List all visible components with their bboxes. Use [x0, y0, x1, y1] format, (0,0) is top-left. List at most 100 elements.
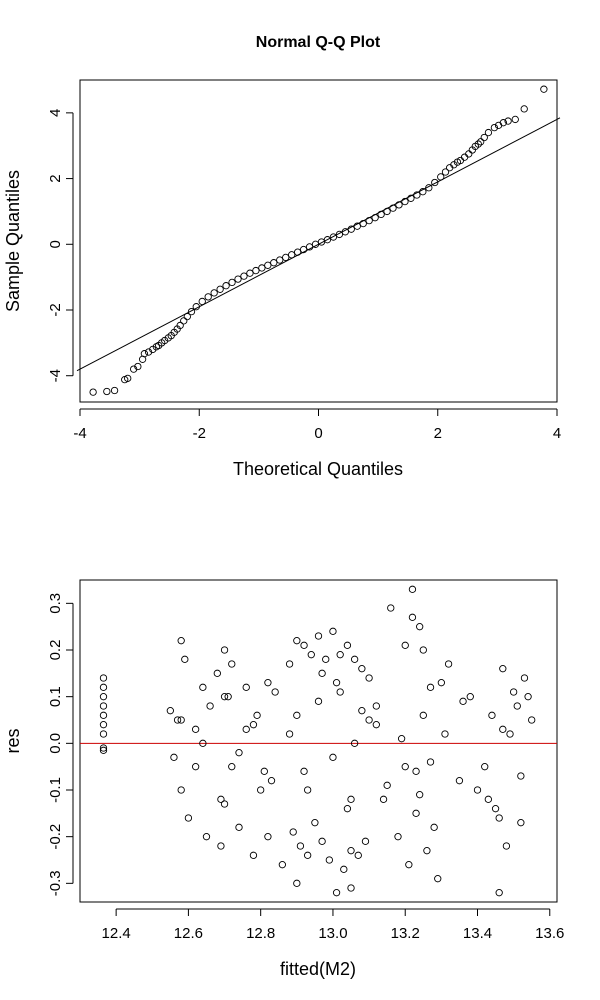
data-point — [431, 178, 439, 187]
data-point — [249, 851, 258, 859]
data-point — [401, 763, 409, 771]
data-point — [217, 795, 225, 803]
plot-frame — [79, 79, 558, 403]
data-point — [350, 739, 359, 747]
data-point — [509, 688, 518, 696]
data-point — [540, 85, 548, 93]
y-tick-label: 0.3 — [47, 593, 64, 614]
data-point — [491, 805, 500, 813]
data-point — [481, 763, 489, 771]
data-point — [329, 753, 337, 761]
data-point — [343, 805, 352, 813]
data-point — [499, 665, 507, 673]
data-point — [397, 735, 406, 743]
data-point — [235, 749, 243, 757]
data-point — [474, 140, 482, 148]
data-point — [354, 851, 362, 859]
data-point — [166, 707, 174, 715]
data-point — [504, 117, 512, 125]
x-tick-label: 13.0 — [318, 925, 347, 942]
data-point — [213, 669, 221, 677]
data-point — [419, 188, 427, 196]
data-point — [264, 833, 272, 841]
data-point — [296, 842, 305, 850]
data-point — [419, 646, 427, 654]
data-point — [506, 730, 514, 738]
data-point — [466, 693, 474, 701]
x-tick-label: 13.2 — [391, 925, 420, 942]
data-point — [347, 847, 355, 855]
data-point — [377, 210, 385, 219]
data-point — [488, 711, 496, 719]
data-point — [249, 721, 258, 729]
x-tick-label: 12.4 — [102, 925, 131, 942]
data-point — [258, 264, 266, 272]
data-point — [426, 683, 435, 691]
data-point — [383, 207, 391, 216]
y-tick-label: 0.0 — [47, 733, 64, 754]
data-point — [347, 884, 355, 892]
data-point — [240, 272, 248, 280]
y-tick-label: -4 — [47, 369, 64, 382]
data-point — [278, 861, 287, 869]
x-tick-label: 12.6 — [174, 925, 203, 942]
data-point — [300, 641, 308, 649]
data-point — [372, 721, 380, 729]
data-point — [293, 711, 301, 719]
data-point — [495, 814, 503, 822]
data-point — [412, 767, 420, 775]
data-point — [325, 856, 333, 864]
data-point — [517, 819, 525, 827]
data-point — [311, 819, 319, 827]
data-point — [394, 833, 402, 841]
x-tick-label: -2 — [193, 425, 206, 442]
data-point — [305, 243, 314, 251]
data-point — [437, 173, 445, 181]
x-tick-label: 2 — [434, 425, 442, 442]
data-point — [202, 833, 211, 841]
y-tick-label: 0.1 — [47, 686, 64, 707]
y-tick-label: 2 — [47, 174, 64, 182]
data-point — [336, 651, 344, 659]
data-point — [336, 688, 344, 696]
data-point — [270, 259, 278, 267]
x-tick-label: 12.8 — [246, 925, 275, 942]
data-point — [285, 730, 294, 738]
data-point — [177, 716, 185, 724]
data-point — [528, 716, 536, 724]
data-point — [437, 679, 446, 687]
data-point — [372, 702, 380, 710]
data-point — [224, 693, 232, 701]
data-point — [412, 809, 420, 817]
data-point — [395, 201, 403, 209]
data-point — [371, 214, 379, 222]
data-point — [314, 632, 323, 640]
data-point — [264, 261, 272, 269]
data-point — [430, 823, 438, 831]
x-axis: 12.4 12.6 12.8 13.0 13.2 13.4 13.6 — [102, 908, 564, 942]
data-point — [293, 248, 302, 256]
y-axis: -4 -2 0 2 4 — [47, 109, 74, 382]
y-tick-label: -0.2 — [47, 824, 64, 850]
data-point — [210, 289, 218, 297]
data-point — [332, 679, 341, 687]
data-point — [401, 197, 409, 206]
data-point — [524, 693, 532, 701]
data-point — [484, 795, 492, 803]
data-point — [407, 194, 415, 202]
data-point — [379, 795, 388, 803]
data-point — [484, 128, 493, 137]
data-point — [347, 795, 355, 803]
data-point — [206, 702, 214, 710]
data-point — [408, 613, 417, 621]
data-point — [180, 317, 188, 325]
y-tick-label: 0 — [47, 240, 64, 248]
y-tick-label: -0.1 — [47, 777, 64, 803]
data-point — [99, 702, 108, 710]
data-point — [358, 665, 366, 673]
data-point — [416, 623, 424, 631]
x-axis-title: Theoretical Quantiles — [233, 459, 403, 479]
data-point — [144, 348, 153, 356]
data-point — [499, 725, 507, 733]
data-point — [434, 875, 442, 883]
